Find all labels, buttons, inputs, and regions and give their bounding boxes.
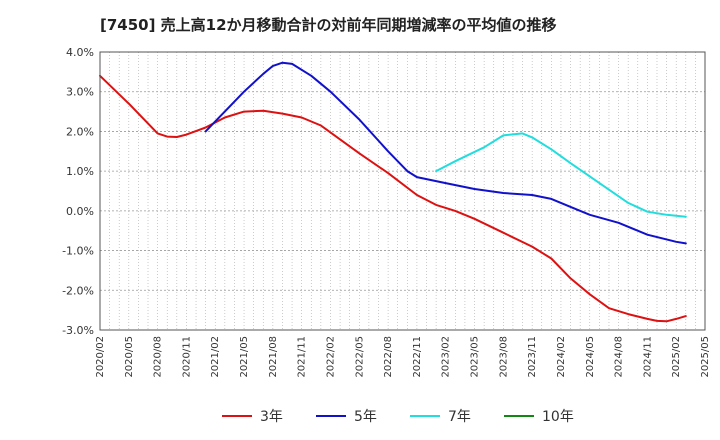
x-tick-label: 2024/02 [556,336,567,378]
legend-item: 7年 [410,404,471,428]
legend: 3年 5年 7年 10年 [0,404,720,428]
legend-swatch [316,415,346,417]
y-tick-labels: 4.0% 3.0% 2.0% 1.0% 0.0% -1.0% -2.0% -3.0% [62,46,94,337]
x-tick-label: 2023/11 [527,336,538,378]
legend-item: 3年 [222,404,283,428]
x-tick-label: 2020/11 [181,336,192,378]
x-tick-label: 2020/02 [95,336,106,378]
x-tick-labels: 2020/02 2020/05 2020/08 2020/11 2021/02 2021/… [95,336,711,378]
y-tick-label: -1.0% [62,245,94,258]
x-tick-label: 2023/08 [498,336,509,378]
y-tick-label: 0.0% [66,205,94,218]
x-tick-label: 2021/05 [239,336,250,378]
legend-swatch [410,415,440,417]
grid [99,51,706,331]
x-tick-label: 2023/02 [441,336,452,378]
x-tick-label: 2023/05 [470,336,481,378]
plot-frame [99,51,706,331]
series-lines [99,61,687,323]
legend-label: 3年 [260,409,283,425]
x-tick-label: 2025/02 [671,336,682,378]
y-tick-label: 1.0% [66,165,94,178]
x-tick-label: 2021/11 [297,336,308,378]
x-tick-label: 2022/08 [383,336,394,378]
y-tick-label: 3.0% [66,86,94,99]
chart-title: [7450] 売上高12か月移動合計の対前年同期増減率の平均値の推移 [100,16,557,34]
legend-item: 10年 [504,404,574,428]
legend-label: 5年 [354,409,377,425]
y-tick-label: -3.0% [62,324,94,337]
legend-item: 5年 [316,404,377,428]
x-tick-label: 2025/05 [700,336,711,378]
x-tick-label: 2020/08 [153,336,164,378]
legend-label: 7年 [448,409,471,425]
series-line-0 [99,74,687,323]
x-tick-label: 2024/05 [585,336,596,378]
y-tick-label: 4.0% [66,46,94,59]
series-line-2 [435,132,687,218]
legend-swatch [504,415,534,417]
x-tick-label: 2021/02 [210,336,221,378]
x-tick-label: 2022/02 [325,336,336,378]
series-line-1 [204,61,687,245]
x-tick-label: 2021/08 [268,336,279,378]
x-tick-label: 2024/11 [642,336,653,378]
legend-swatch [222,415,252,417]
x-tick-label: 2020/05 [124,336,135,378]
x-tick-label: 2022/05 [354,336,365,378]
x-tick-label: 2024/08 [614,336,625,378]
y-tick-label: -2.0% [62,284,94,297]
y-tick-label: 2.0% [66,125,94,138]
x-tick-label: 2022/11 [412,336,423,378]
legend-label: 10年 [542,409,574,425]
